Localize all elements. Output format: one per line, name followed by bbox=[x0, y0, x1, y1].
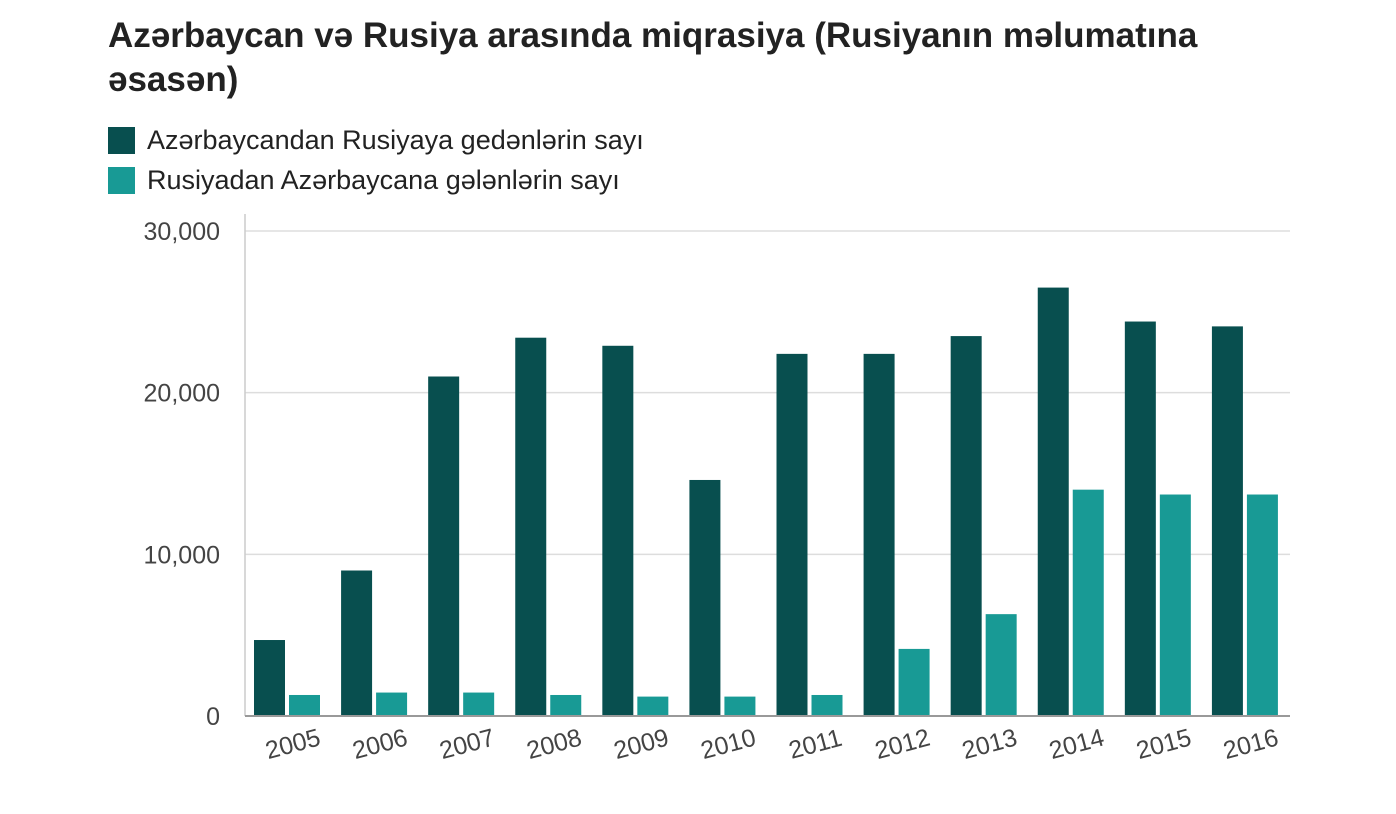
bar-series-1-2011 bbox=[776, 353, 808, 716]
y-tick-label-0: 0 bbox=[206, 703, 220, 731]
chart-title: Azərbaycan və Rusiya arasında miqrasiya … bbox=[108, 16, 1198, 99]
legend-swatch-series-2 bbox=[108, 166, 135, 194]
bar-series-1-2010 bbox=[689, 479, 721, 716]
x-tick-label-2014: 2014 bbox=[1046, 724, 1107, 765]
bar-series-1-2014 bbox=[1037, 287, 1069, 716]
x-tick-label-2012: 2012 bbox=[872, 724, 933, 765]
x-tick-label-2016: 2016 bbox=[1220, 724, 1281, 765]
legend-label-series-1: Azərbaycandan Rusiyaya gedənlərin sayı bbox=[147, 124, 644, 155]
bar-series-2-2005 bbox=[289, 694, 320, 716]
x-tick-label-2005: 2005 bbox=[262, 724, 323, 765]
y-tick-label-20000: 20,000 bbox=[144, 380, 220, 408]
bar-series-1-2013 bbox=[950, 336, 982, 716]
bar-series-1-2008 bbox=[515, 337, 547, 716]
legend-item-series-2: Rusiyadan Azərbaycana gələnlərin sayı bbox=[108, 160, 644, 200]
bar-series-2-2009 bbox=[637, 696, 669, 716]
x-tick-label-2015: 2015 bbox=[1133, 724, 1194, 765]
bar-series-1-2016 bbox=[1211, 326, 1243, 716]
y-tick-label-30000: 30,000 bbox=[144, 218, 220, 246]
legend-label-series-2: Rusiyadan Azərbaycana gələnlərin sayı bbox=[147, 164, 620, 195]
x-tick-label-2007: 2007 bbox=[437, 724, 498, 765]
bar-series-1-2005 bbox=[254, 640, 285, 716]
bar-series-2-2007 bbox=[463, 692, 495, 716]
bar-series-2-2006 bbox=[376, 692, 408, 716]
bar-series-1-2015 bbox=[1124, 321, 1156, 716]
y-tick-label-10000: 10,000 bbox=[144, 541, 220, 569]
bar-series-2-2016 bbox=[1246, 494, 1278, 716]
x-tick-label-2008: 2008 bbox=[524, 724, 585, 765]
bar-series-2-2012 bbox=[898, 648, 930, 716]
x-tick-label-2009: 2009 bbox=[611, 724, 672, 765]
x-tick-label-2013: 2013 bbox=[959, 724, 1020, 765]
bar-series-2-2011 bbox=[811, 694, 843, 716]
bar-series-2-2013 bbox=[985, 614, 1017, 716]
bar-series-2-2010 bbox=[724, 696, 756, 716]
bar-series-1-2012 bbox=[863, 353, 895, 716]
x-tick-label-2006: 2006 bbox=[350, 724, 411, 765]
bar-series-2-2008 bbox=[550, 694, 582, 716]
bar-series-1-2009 bbox=[602, 345, 634, 716]
bar-series-1-2006 bbox=[341, 570, 373, 716]
bar-series-1-2007 bbox=[428, 376, 460, 716]
legend: Azərbaycandan Rusiyaya gedənlərin sayı R… bbox=[108, 120, 644, 200]
legend-swatch-series-1 bbox=[108, 126, 135, 154]
x-tick-label-2011: 2011 bbox=[786, 724, 845, 765]
bar-series-2-2015 bbox=[1159, 494, 1191, 716]
bar-series-2-2014 bbox=[1072, 489, 1104, 716]
x-tick-label-2010: 2010 bbox=[698, 724, 759, 765]
legend-item-series-1: Azərbaycandan Rusiyaya gedənlərin sayı bbox=[108, 120, 644, 160]
